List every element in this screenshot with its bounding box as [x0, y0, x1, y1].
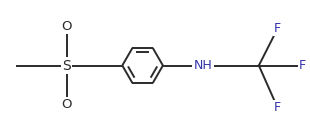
Text: NH: NH	[194, 59, 212, 72]
Text: S: S	[62, 59, 71, 72]
Text: O: O	[61, 98, 72, 111]
Text: F: F	[299, 59, 306, 72]
Text: F: F	[274, 22, 281, 35]
Text: O: O	[61, 20, 72, 33]
Text: F: F	[274, 101, 281, 114]
